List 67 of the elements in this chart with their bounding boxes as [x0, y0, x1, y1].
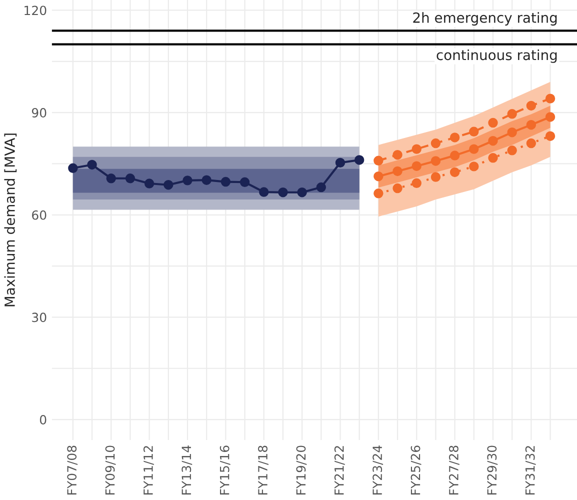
point	[240, 177, 250, 187]
y-tick-label: 90	[32, 108, 46, 118]
point	[182, 176, 192, 186]
point	[220, 176, 231, 187]
point	[392, 166, 402, 176]
point	[316, 182, 326, 192]
point	[526, 120, 536, 130]
x-tick-label: FY11/12	[143, 446, 154, 494]
point	[450, 132, 460, 142]
point	[488, 153, 498, 163]
x-tick-label: FY13/14	[182, 446, 192, 494]
point	[430, 156, 441, 166]
point	[87, 160, 97, 170]
point	[144, 178, 154, 188]
point	[488, 118, 498, 128]
x-tick-label: FY21/22	[334, 446, 345, 494]
point	[430, 172, 441, 182]
point	[507, 109, 517, 119]
point	[469, 126, 479, 137]
x-tick-label: FY15/16	[220, 446, 230, 494]
x-tick-label: FY17/18	[258, 446, 268, 494]
y-axis-title: Maximum demand [MVA]	[4, 134, 17, 306]
y-tick-label: 120	[24, 6, 46, 16]
point	[507, 127, 517, 138]
y-tick-label: 30	[32, 312, 46, 322]
ref-line-label: continuous rating	[436, 49, 557, 63]
point	[545, 112, 556, 122]
point	[412, 178, 422, 188]
point	[507, 146, 517, 156]
x-tick-label: FY25/26	[410, 446, 422, 494]
point	[488, 136, 498, 146]
y-tick-label: 60	[32, 210, 46, 220]
point	[545, 131, 556, 141]
point	[450, 167, 460, 178]
point	[374, 188, 384, 198]
point	[374, 171, 384, 182]
point	[335, 158, 346, 168]
point	[202, 175, 212, 185]
point	[392, 183, 402, 194]
point	[68, 163, 78, 174]
point	[392, 150, 402, 160]
y-tick-label: 0	[40, 415, 46, 424]
ref-line-label: 2h emergency rating	[413, 12, 557, 26]
point	[297, 188, 307, 198]
point	[545, 94, 556, 104]
x-tick-label: FY09/10	[105, 446, 116, 494]
point	[354, 155, 364, 165]
x-tick-label: FY31/32	[525, 446, 536, 494]
point	[469, 162, 479, 172]
point	[259, 187, 269, 197]
x-tick-label: FY27/28	[448, 446, 460, 494]
point	[430, 138, 441, 148]
point	[412, 144, 422, 154]
x-tick-label: FY23/24	[372, 446, 384, 494]
point	[106, 174, 116, 184]
point	[374, 156, 384, 166]
point	[526, 138, 536, 148]
point	[450, 150, 460, 160]
point	[526, 100, 536, 111]
x-tick-label: FY07/08	[67, 446, 78, 494]
point	[164, 180, 174, 190]
point	[278, 188, 288, 198]
x-tick-label: FY19/20	[296, 446, 307, 494]
point	[125, 174, 136, 184]
point	[469, 144, 479, 154]
x-tick-label: FY29/30	[487, 446, 498, 494]
point	[412, 161, 422, 171]
